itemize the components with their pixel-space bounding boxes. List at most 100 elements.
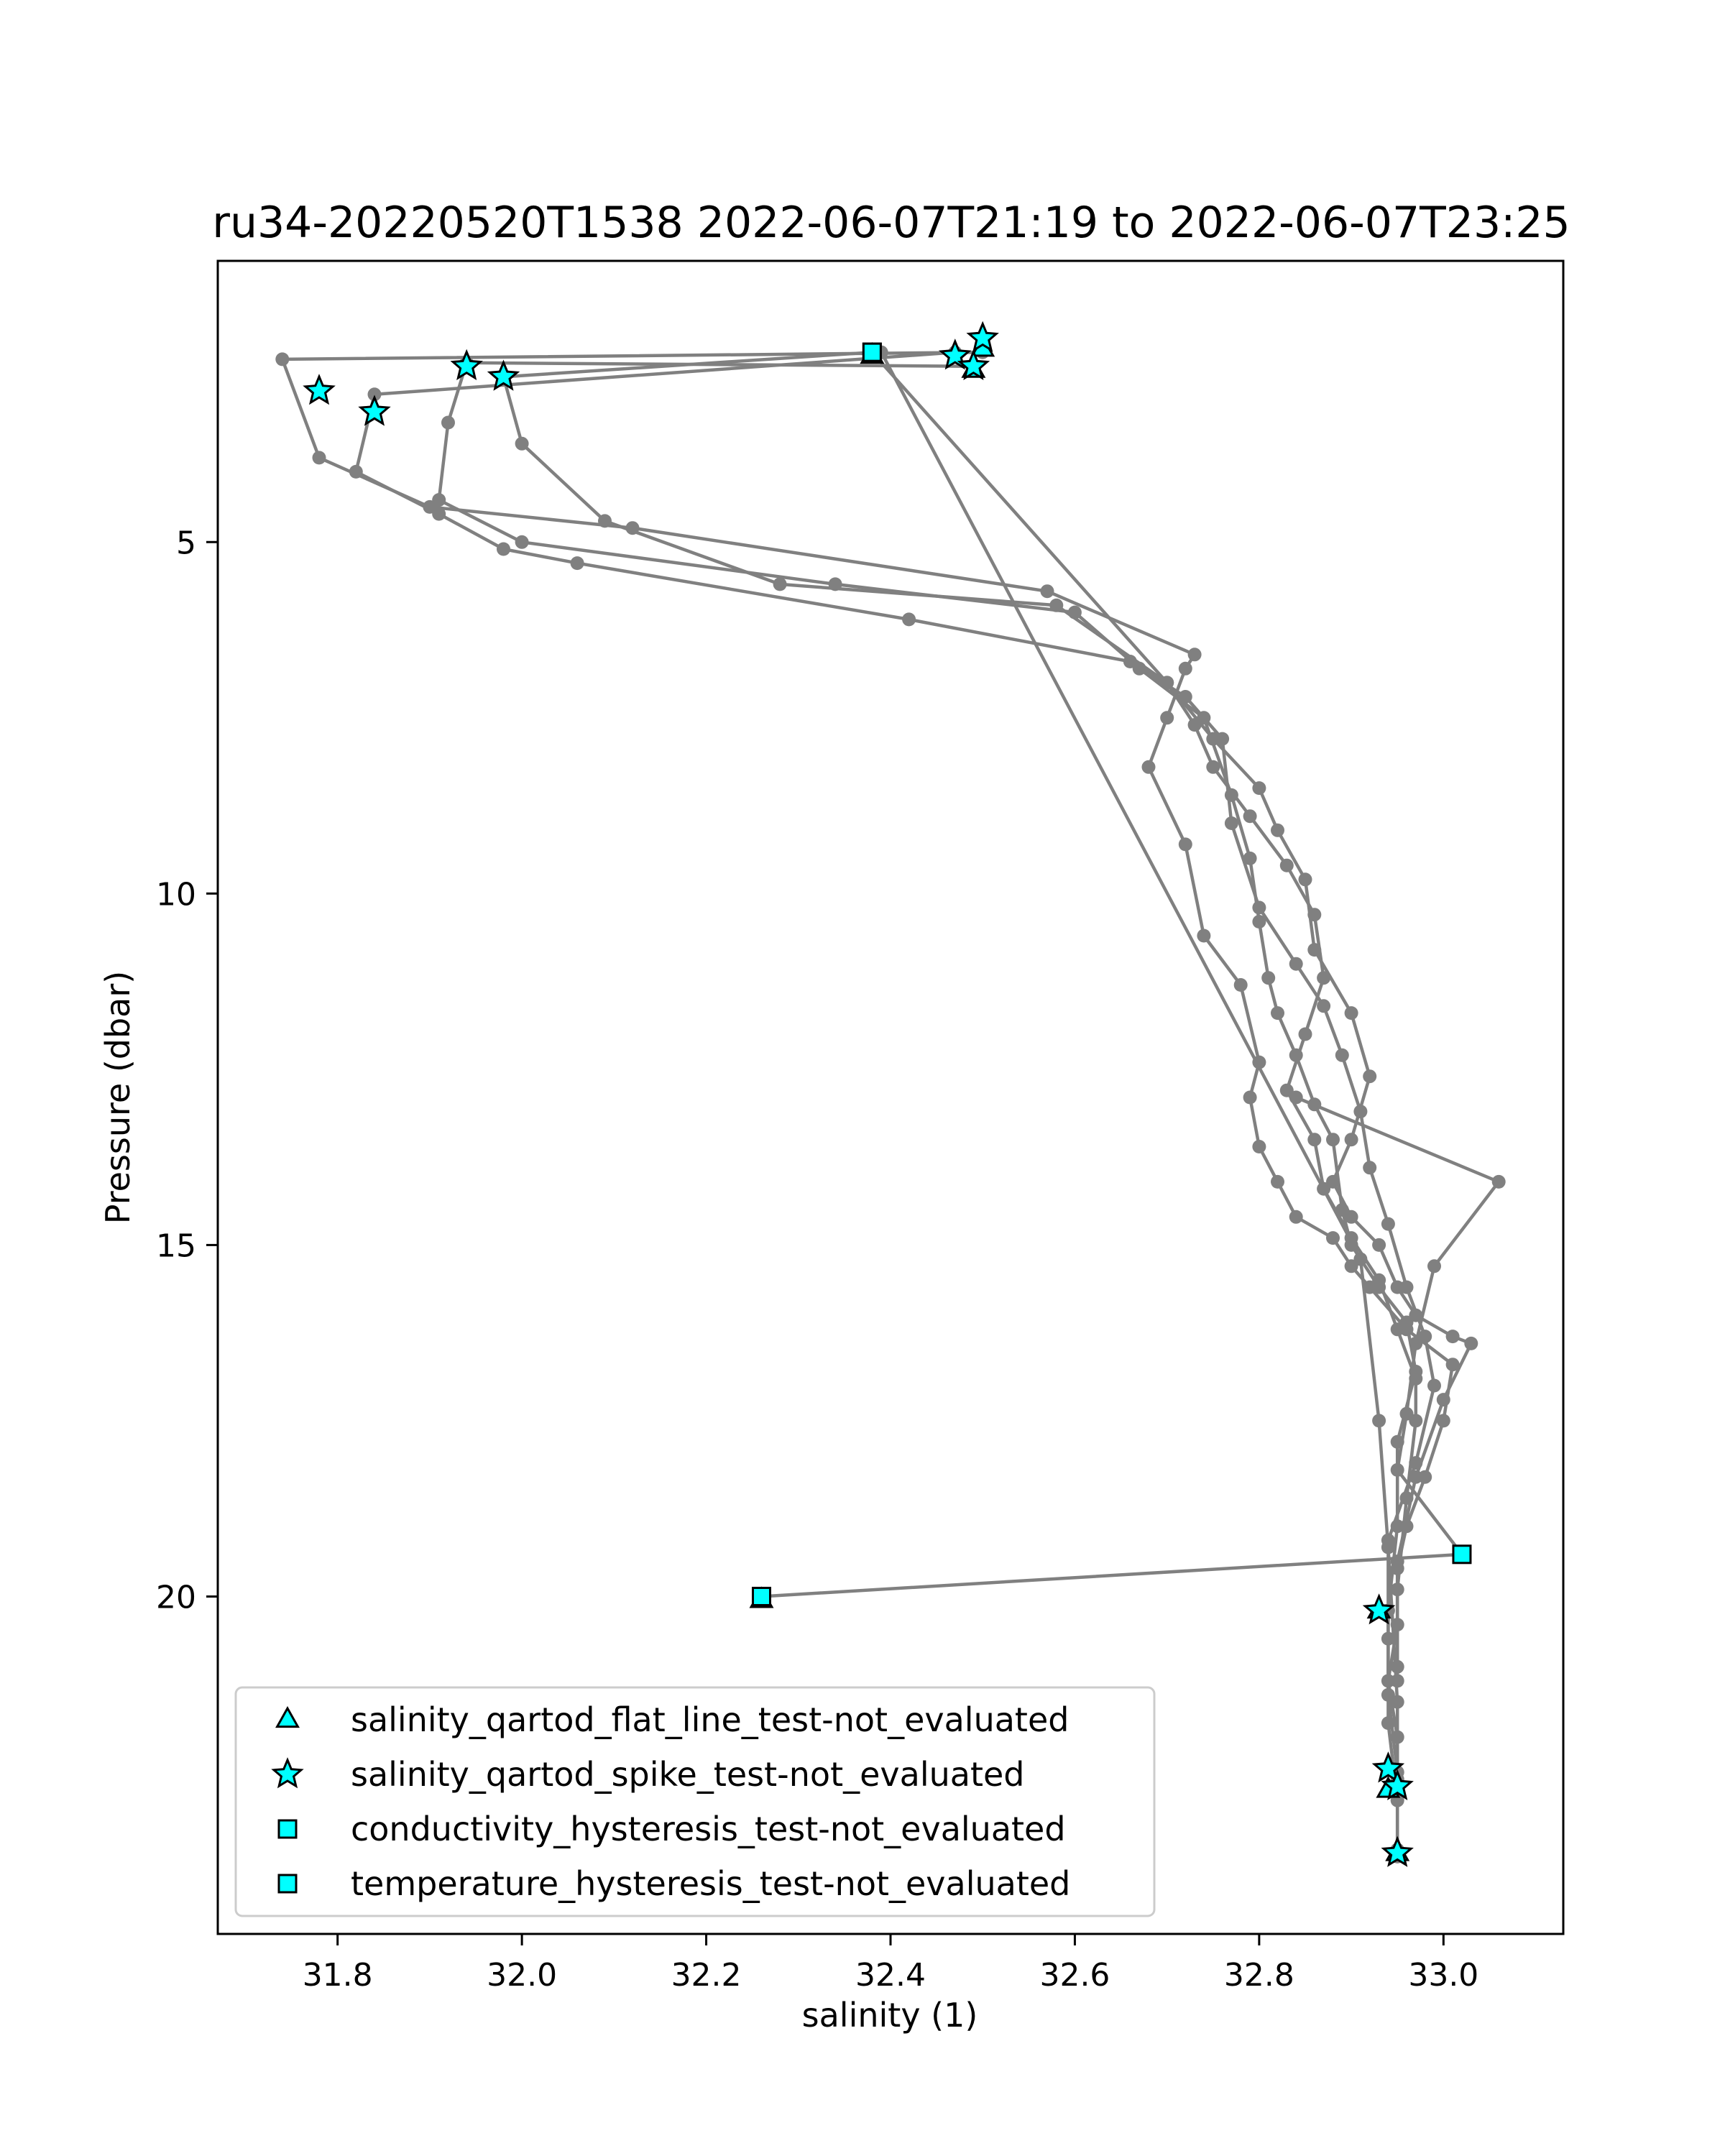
flag-marker-square	[862, 342, 882, 362]
legend-label: conductivity_hysteresis_test-not_evaluat…	[351, 1810, 1066, 1848]
profile-point	[1178, 661, 1192, 676]
profile-point	[1040, 584, 1054, 599]
profile-point	[1252, 1140, 1266, 1153]
profile-point	[1390, 1322, 1404, 1337]
profile-point	[1289, 1090, 1303, 1105]
profile-point	[1436, 1414, 1450, 1428]
profile-point	[1141, 760, 1156, 774]
legend-marker-triangle	[275, 1705, 300, 1728]
x-axis: 31.8 32.0 32.2 32.4 32.6 32.8 33.0	[303, 1934, 1478, 1994]
flag-marker-square	[751, 1586, 771, 1606]
y-tick-label: 5	[176, 525, 196, 561]
profile-point	[1363, 1161, 1377, 1175]
profile-point	[1445, 1330, 1460, 1344]
profile-point	[1049, 598, 1064, 612]
profile-point	[1243, 809, 1257, 824]
profile-point	[497, 542, 510, 556]
profile-point	[1372, 1273, 1386, 1287]
profile-point	[1307, 1133, 1322, 1147]
profile-point	[1326, 1133, 1340, 1147]
profile-point	[902, 612, 916, 627]
profile-point	[1243, 851, 1257, 865]
profile-point	[1353, 1252, 1368, 1266]
profile-point	[1344, 1006, 1358, 1021]
profile-point	[1160, 676, 1174, 690]
x-tick-label: 32.8	[1224, 1957, 1294, 1994]
flag-marker-star	[957, 349, 990, 381]
profile-point	[1326, 1174, 1340, 1189]
profile-point	[1289, 1210, 1303, 1224]
flag-series-4	[751, 342, 882, 1606]
flag-marker-star	[358, 395, 391, 426]
profile-point	[515, 535, 529, 549]
profile-point	[275, 352, 290, 367]
legend-entry: temperature_hysteresis_test-not_evaluate…	[277, 1864, 1070, 1903]
flag-marker-star	[487, 359, 520, 391]
profile-line	[354, 350, 1436, 1801]
profile-point	[1289, 957, 1303, 971]
x-tick-label: 32.0	[487, 1957, 557, 1994]
profile-point	[1326, 1231, 1340, 1245]
flag-marker-star	[303, 374, 336, 405]
legend-entry: salinity_qartod_spike_test-not_evaluated	[271, 1755, 1024, 1794]
profile-point	[1390, 1462, 1404, 1477]
x-tick-label: 32.4	[855, 1957, 926, 1994]
profile-point	[570, 556, 584, 571]
profile-point	[441, 415, 455, 430]
x-axis-label: salinity (1)	[802, 1996, 978, 2035]
profile-point	[1233, 978, 1248, 992]
profile-point	[1252, 781, 1266, 796]
profile-point	[1427, 1259, 1441, 1273]
y-axis-label: Pressure (dbar)	[98, 971, 137, 1224]
profile-point	[1399, 1491, 1414, 1505]
flag-marker-square	[1452, 1544, 1472, 1565]
x-tick-label: 33.0	[1408, 1957, 1478, 1994]
legend: salinity_qartod_flat_line_test-not_evalu…	[234, 1686, 1156, 1917]
legend-label: temperature_hysteresis_test-not_evaluate…	[351, 1864, 1070, 1903]
profile-point	[312, 451, 326, 465]
profile-point	[1464, 1336, 1478, 1350]
profile-point	[1409, 1470, 1423, 1484]
y-axis: 5 10 15 20	[156, 525, 218, 1616]
profile-point	[1363, 1069, 1377, 1084]
profile-point	[1279, 858, 1294, 872]
legend-label: salinity_qartod_spike_test-not_evaluated	[351, 1755, 1024, 1794]
profile-point	[1436, 1393, 1450, 1407]
profile-point	[1491, 1174, 1506, 1189]
profile-point	[1271, 1006, 1284, 1021]
flag-marker-star	[966, 321, 999, 352]
profile-point	[1344, 1133, 1358, 1147]
x-tick-label: 32.2	[671, 1957, 742, 1994]
profile-point	[773, 577, 787, 591]
profile-line	[761, 1095, 1501, 1598]
profile-point	[1427, 1378, 1441, 1393]
flag-series-2	[303, 321, 1414, 1867]
profile-point	[1390, 1695, 1404, 1709]
profile-point	[1390, 1583, 1404, 1597]
profile-point	[1298, 1027, 1312, 1041]
profile-point	[1224, 816, 1238, 830]
x-tick-label: 31.8	[303, 1957, 373, 1994]
profile-point	[1243, 1090, 1257, 1105]
profile-point	[1252, 900, 1266, 915]
profile-point	[1399, 1406, 1414, 1421]
plot-area	[275, 321, 1506, 1867]
profile-point	[1418, 1330, 1432, 1344]
profile-point	[1187, 718, 1202, 732]
legend-marker-square	[277, 1874, 298, 1894]
profile-point	[598, 514, 612, 528]
profile-point	[1298, 872, 1312, 887]
flag-marker-star	[1362, 1593, 1396, 1625]
profile-point	[1261, 971, 1276, 985]
profile-point	[432, 493, 446, 507]
profile-point	[1206, 760, 1220, 774]
profile-point	[1279, 1083, 1294, 1097]
profile-point	[1445, 1358, 1460, 1372]
legend-label: salinity_qartod_flat_line_test-not_evalu…	[351, 1700, 1069, 1739]
profile-point	[1307, 908, 1322, 922]
y-tick-label: 20	[156, 1579, 196, 1616]
y-tick-label: 15	[156, 1227, 196, 1264]
profile-point	[1206, 732, 1220, 746]
profile-point	[1409, 1308, 1423, 1322]
